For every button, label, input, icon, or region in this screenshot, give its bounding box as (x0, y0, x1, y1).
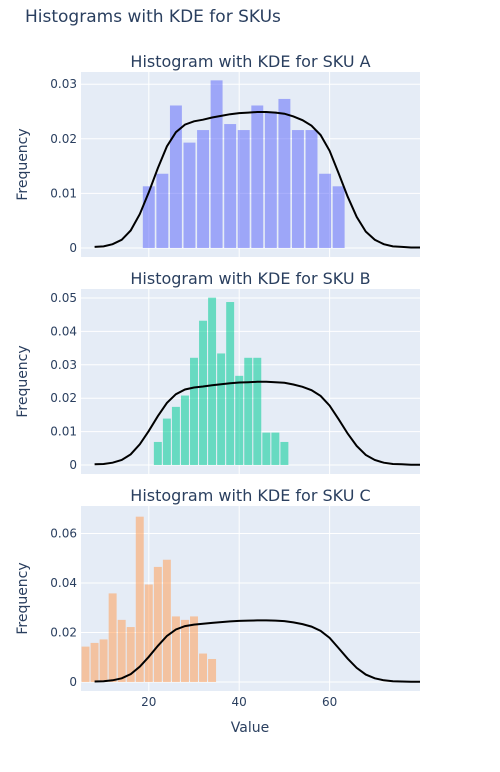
y-ticks-sku-a: 0 0.01 0.02 0.03 (50, 77, 77, 255)
y-ticks-sku-b: 0 0.01 0.02 0.03 0.04 0.05 (50, 291, 77, 472)
histogram-bar-sku-a (278, 98, 291, 248)
x-axis-label: Value (231, 720, 269, 736)
histogram-bar-sku-a (264, 111, 277, 248)
bars-sku-c (81, 516, 217, 682)
histogram-bar-sku-b (235, 375, 244, 465)
kde-line-sku-a (94, 111, 420, 249)
histogram-bar-sku-a (319, 173, 332, 248)
histogram-bar-sku-c (135, 516, 144, 682)
subplot-title-sku-a: Histogram with KDE for SKU A (130, 52, 370, 71)
histogram-bar-sku-a (197, 130, 210, 248)
histogram-bar-sku-a (169, 105, 182, 248)
y-tick-label-sku-b: 0.03 (50, 358, 77, 372)
y-tick-label-sku-c: 0.06 (50, 527, 77, 541)
y-tick-label-sku-a: 0.03 (50, 77, 77, 91)
y-tick-label-sku-b: 0.02 (50, 391, 77, 405)
x-tick-label: 20 (141, 695, 156, 709)
y-axis-label-sku-b: Frequency (15, 345, 31, 417)
y-tick-label-sku-b: 0.04 (50, 324, 77, 338)
y-tick-label-sku-b: 0.01 (50, 425, 77, 439)
histogram-bar-sku-c (108, 593, 117, 682)
histogram-bar-sku-a (251, 105, 264, 248)
histogram-bar-sku-c (81, 646, 90, 682)
y-tick-label-sku-c: 0.02 (50, 626, 77, 640)
x-ticks: 20 40 60 (141, 695, 337, 709)
histogram-bar-sku-b (199, 320, 208, 465)
histogram-bar-sku-a (210, 80, 223, 248)
histogram-bar-sku-c (180, 619, 189, 682)
y-tick-label-sku-b: 0.05 (50, 291, 77, 305)
bars-sku-a (142, 80, 345, 248)
histogram-bar-sku-b (217, 353, 226, 465)
histogram-bar-sku-c (162, 559, 171, 682)
histogram-bar-sku-c (144, 584, 153, 682)
histogram-bar-sku-b (180, 395, 189, 465)
y-tick-label-sku-c: 0 (69, 675, 77, 689)
histogram-bar-sku-b (208, 297, 217, 465)
figure-title: Histograms with KDE for SKUs (25, 7, 281, 27)
histogram-bar-sku-b (244, 357, 253, 465)
subplot-sku-b: 0 0.01 0.02 0.03 0.04 0.05 Histogram with KDE… (15, 269, 420, 474)
histogram-bar-sku-b (271, 432, 280, 465)
subplot-sku-c: 0 0.02 0.04 0.06 Histogram with KDE for SKU… (15, 486, 420, 691)
y-axis-label-sku-a: Frequency (15, 128, 31, 200)
subplot-title-sku-c: Histogram with KDE for SKU C (130, 486, 370, 505)
y-tick-label-sku-a: 0.02 (50, 132, 77, 146)
histogram-bar-sku-a (291, 130, 304, 248)
y-tick-label-sku-c: 0.04 (50, 576, 77, 590)
histogram-bar-sku-b (153, 441, 162, 465)
y-axis-label-sku-c: Frequency (15, 562, 31, 634)
histogram-bar-sku-c (199, 653, 208, 682)
histogram-bar-sku-c (190, 616, 198, 682)
histogram-bar-sku-c (208, 658, 217, 682)
histogram-bar-sku-b (262, 432, 271, 465)
histogram-bar-sku-a (142, 186, 155, 248)
histogram-bar-sku-c (99, 639, 108, 682)
histogram-bar-sku-b (162, 418, 171, 465)
x-tick-label: 60 (322, 695, 337, 709)
histogram-bar-sku-c (153, 566, 162, 682)
histogram-bar-sku-a (237, 130, 250, 248)
y-ticks-sku-c: 0 0.02 0.04 0.06 (50, 527, 77, 689)
histogram-bar-sku-a (305, 130, 318, 248)
histogram-bar-sku-c (90, 642, 99, 682)
histogram-bar-sku-b (280, 441, 289, 465)
kde-line-sku-b (94, 380, 420, 466)
histogram-bar-sku-b (190, 357, 198, 465)
y-tick-label-sku-a: 0 (69, 241, 77, 255)
histogram-bar-sku-b (253, 357, 262, 465)
histogram-bar-sku-c (117, 619, 126, 682)
y-tick-label-sku-b: 0 (69, 458, 77, 472)
histogram-bar-sku-a (224, 124, 237, 248)
histogram-bar-sku-a (332, 186, 345, 248)
histogram-bar-sku-c (171, 616, 180, 682)
subplot-title-sku-b: Histogram with KDE for SKU B (130, 269, 370, 288)
kde-line-sku-c (94, 619, 420, 683)
histogram-bar-sku-c (126, 627, 135, 682)
subplot-sku-a: 0 0.01 0.02 0.03 Histogram with KDE for SKU… (15, 52, 420, 257)
histogram-bar-sku-a (183, 142, 196, 248)
x-tick-label: 40 (232, 695, 247, 709)
histogram-bar-sku-a (156, 173, 169, 248)
y-tick-label-sku-a: 0.01 (50, 186, 77, 200)
histogram-bar-sku-b (171, 406, 180, 465)
